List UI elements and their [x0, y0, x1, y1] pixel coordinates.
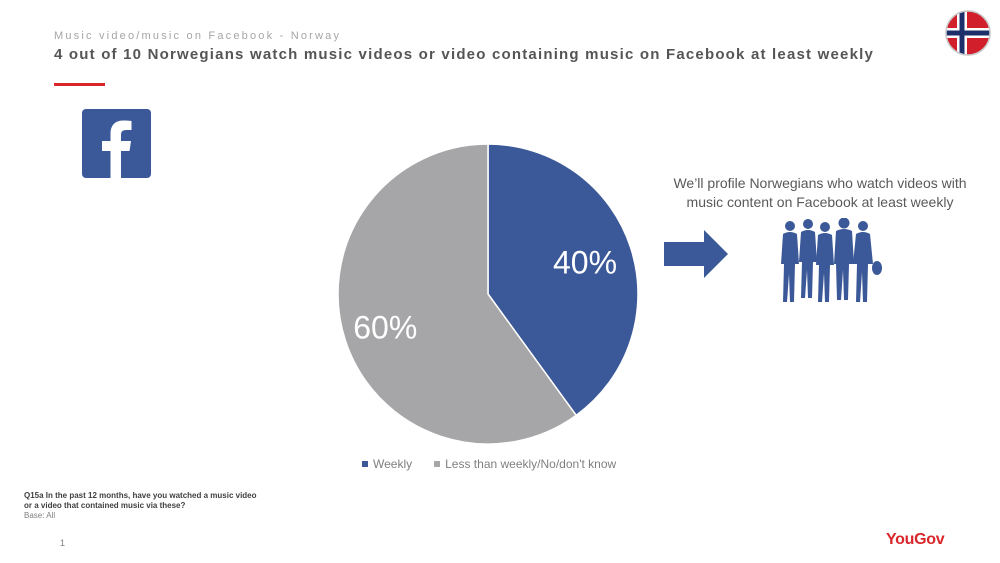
- pie-slice-0: [487, 143, 639, 417]
- pie-data-label-1: 60%: [353, 309, 417, 345]
- yougov-logo: YouGov: [886, 531, 945, 548]
- people-group-icon: [778, 217, 886, 304]
- legend-swatch-0: [362, 461, 368, 467]
- footnote-question-line-1: Q15a In the past 12 months, have you wat…: [24, 491, 257, 500]
- right-arrow-icon: [664, 230, 728, 278]
- title-accent-rule: [54, 83, 105, 86]
- profile-callout: We’ll profile Norwegians who watch video…: [650, 174, 990, 212]
- callout-line-2: music content on Facebook at least weekl…: [686, 194, 954, 210]
- pie-chart: 40% 60%: [337, 143, 639, 445]
- legend-item-1: Less than weekly/No/don't know: [434, 457, 616, 471]
- legend-label-0: Weekly: [373, 457, 413, 471]
- chart-legend: Weekly Less than weekly/No/don't know: [362, 457, 616, 471]
- facebook-logo-icon: [82, 109, 151, 178]
- footnote-base: Base: All: [24, 511, 56, 520]
- legend-swatch-1: [434, 461, 441, 467]
- slide-kicker: Music video/music on Facebook - Norway: [54, 30, 342, 42]
- footnote-question-line-2: or a video that contained music via thes…: [24, 501, 186, 510]
- legend-item-0: Weekly: [362, 457, 412, 471]
- footnote: Q15a In the past 12 months, have you wat…: [24, 491, 314, 521]
- callout-line-1: We’ll profile Norwegians who watch video…: [673, 175, 967, 191]
- legend-label-1: Less than weekly/No/don't know: [445, 457, 617, 471]
- page-number: 1: [60, 538, 66, 548]
- pie-slice-1: [337, 143, 578, 445]
- slide-title: 4 out of 10 Norwegians watch music video…: [54, 46, 875, 63]
- norway-flag-icon: [945, 10, 991, 56]
- pie-data-label-0: 40%: [553, 244, 617, 280]
